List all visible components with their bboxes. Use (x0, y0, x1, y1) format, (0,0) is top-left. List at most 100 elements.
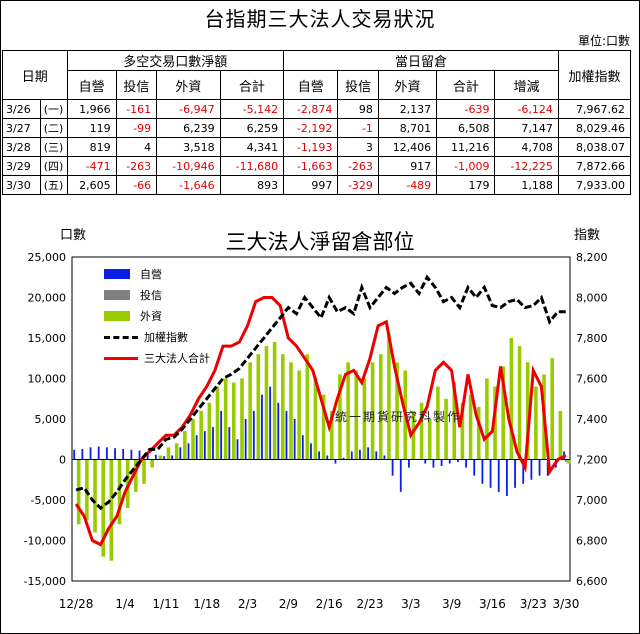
bar-self (130, 449, 133, 460)
date-cell: 3/27 (2, 118, 41, 138)
weekday-cell: (五) (39, 175, 68, 195)
bar-foreign (240, 378, 244, 460)
bar-self (236, 439, 239, 460)
index-header: 加權指數 (557, 50, 632, 100)
table-row: 3/28 (三) 819 4 3,518 4,341 -1,193 3 12,406 11,216… (2, 137, 632, 157)
bar-self (334, 459, 337, 464)
y2-tick-label: 6,600 (576, 575, 608, 588)
bar-self (228, 427, 231, 460)
watermark: 統一期貨研究科製作 (335, 410, 462, 424)
date-cell: 3/28 (2, 137, 41, 157)
position-cell: 7,147 (494, 118, 559, 138)
bar-self (269, 386, 272, 460)
weekday-cell: (二) (39, 118, 68, 138)
bar-self (424, 459, 427, 464)
position-cell: -2,874 (283, 99, 339, 119)
bar-self (350, 451, 353, 460)
trade-col-header: 投信 (115, 70, 158, 100)
legend-label: 三大法人合計 (144, 352, 210, 365)
y2-tick-label: 6,800 (576, 535, 608, 548)
bar-self (457, 459, 459, 462)
bar-self (81, 448, 84, 460)
bar-self (505, 459, 508, 496)
bar-foreign (460, 402, 465, 460)
x-tick-label: 3/3 (401, 597, 420, 611)
bar-foreign (370, 362, 375, 460)
x-tick-label: 3/30 (552, 597, 579, 611)
trade-cell: 6,259 (219, 118, 285, 138)
bar-foreign (223, 378, 228, 460)
bar-self (522, 459, 525, 484)
trade-cell: -1,646 (156, 175, 221, 195)
position-cell: 12,406 (377, 137, 438, 157)
bar-self (195, 435, 198, 460)
trade-cell: -5,142 (219, 99, 285, 119)
bar-self (261, 394, 263, 460)
date-header: 日期 (2, 50, 68, 100)
bar-foreign (297, 370, 301, 460)
bar-foreign (550, 358, 554, 460)
bar-self (301, 435, 304, 460)
index-cell: 7,967.62 (557, 99, 632, 119)
position-cell: -263 (337, 156, 379, 176)
position-cell: -1 (337, 118, 379, 138)
y2-tick-label: 7,200 (576, 454, 608, 467)
y-tick-label: 25,000 (28, 251, 67, 264)
legend-label: 外資 (140, 310, 162, 323)
trade-cell: 4,341 (219, 137, 285, 157)
trade-cell: -10,946 (156, 156, 221, 176)
table-row: 3/29 (四) -471 -263 -10,946 -11,680 -1,663 -263 9… (2, 156, 632, 176)
position-cell: 8,701 (377, 118, 438, 138)
bar-foreign (485, 378, 489, 460)
bar-foreign (387, 333, 391, 460)
x-tick-label: 1/4 (115, 597, 134, 611)
bar-self (473, 459, 476, 476)
trade-col-header: 自營 (66, 70, 117, 100)
bar-foreign (534, 386, 538, 460)
bar-self (171, 455, 174, 460)
trade-cell: 893 (219, 175, 285, 195)
bar-self (367, 447, 370, 460)
y-tick-label: -5,000 (31, 494, 66, 507)
bar-foreign (272, 342, 277, 460)
bar-foreign (313, 378, 318, 460)
position-cell: 11,216 (436, 137, 496, 157)
bar-foreign (378, 354, 383, 460)
position-cell: 98 (337, 99, 379, 119)
weekday-cell: (三) (39, 137, 68, 157)
position-cell: 3 (337, 137, 379, 157)
bar-foreign (158, 455, 163, 460)
bar-foreign (468, 394, 473, 460)
trade-cell: 119 (66, 118, 117, 138)
y-tick-label: 20,000 (28, 292, 67, 305)
bar-foreign (191, 419, 195, 460)
bar-foreign (395, 362, 399, 460)
bar-foreign (411, 410, 416, 460)
legend-label: 自營 (140, 268, 162, 281)
position-col-header: 外資 (377, 70, 438, 100)
bar-self (538, 459, 541, 476)
bar-foreign (280, 354, 285, 460)
bar-foreign (338, 374, 342, 460)
y-tick-label: 0 (59, 454, 66, 467)
left-axis-title: 口數 (60, 228, 87, 243)
bar-self (391, 459, 394, 476)
bar-foreign (525, 362, 530, 460)
table-row: 3/27 (二) 119 -99 6,239 6,259 -2,192 -1 8,701 6,50… (2, 118, 632, 138)
bar-self (154, 454, 157, 460)
legend-swatch-self (104, 269, 130, 279)
position-col-header: 自營 (283, 70, 339, 100)
bar-self (220, 410, 223, 460)
x-tick-label: 2/3 (238, 597, 257, 611)
trade-cell: -99 (115, 118, 158, 138)
y-tick-label: 5,000 (35, 413, 67, 426)
legend-swatch-index (104, 336, 138, 339)
date-cell: 3/26 (2, 99, 41, 119)
position-cell: 2,137 (377, 99, 438, 119)
bar-foreign (134, 459, 138, 492)
bar-self (497, 459, 500, 492)
bar-self (432, 459, 435, 468)
right-axis-title: 指數 (574, 228, 601, 243)
bar-foreign (329, 410, 334, 460)
bar-foreign (150, 459, 154, 468)
